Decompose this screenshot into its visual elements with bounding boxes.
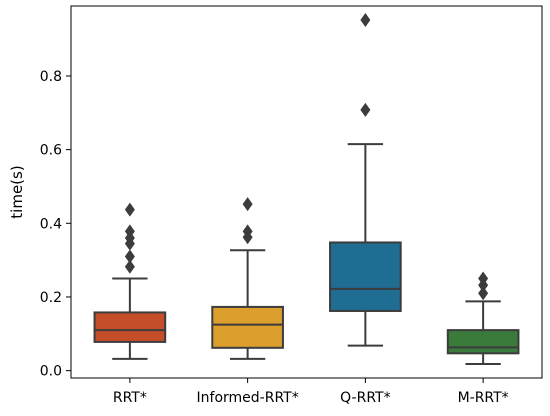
y-tick-label: 0.6 <box>40 143 62 159</box>
outlier-marker <box>124 249 135 264</box>
axes-frame <box>70 5 543 379</box>
x-tick-label: Informed-RRT* <box>197 390 299 406</box>
box-group-informed-rrt <box>211 197 284 360</box>
box-iqr <box>329 241 402 312</box>
box-iqr <box>211 305 284 349</box>
box-group-q-rrt <box>329 12 402 347</box>
x-axis-ticks: RRT* Informed-RRT* Q-RRT* M-RRT* <box>113 378 509 406</box>
outlier-marker <box>124 224 135 239</box>
y-tick-label: 0.0 <box>40 364 62 380</box>
box-group-m-rrt <box>446 271 520 366</box>
x-tick-label: RRT* <box>113 390 147 406</box>
box-group-rrt <box>93 202 167 360</box>
y-axis-label: time(s) <box>8 165 26 218</box>
outlier-marker <box>242 197 253 212</box>
outlier-marker <box>360 12 371 27</box>
y-tick-label: 0.2 <box>40 290 62 306</box>
y-tick-label: 0.8 <box>40 69 62 85</box>
y-tick-label: 0.4 <box>40 216 62 232</box>
outlier-marker <box>242 224 253 239</box>
box-iqr <box>93 311 167 343</box>
x-tick-label: M-RRT* <box>458 390 509 406</box>
boxes-layer <box>93 12 520 366</box>
outlier-marker <box>124 202 135 217</box>
outlier-marker <box>124 259 135 274</box>
box-iqr <box>446 329 520 355</box>
outlier-marker <box>360 102 371 117</box>
outlier-marker <box>478 286 489 301</box>
outlier-marker <box>478 271 489 286</box>
x-tick-label: Q-RRT* <box>340 390 390 406</box>
y-axis-ticks: 0.0 0.2 0.4 0.6 0.8 <box>40 69 71 380</box>
